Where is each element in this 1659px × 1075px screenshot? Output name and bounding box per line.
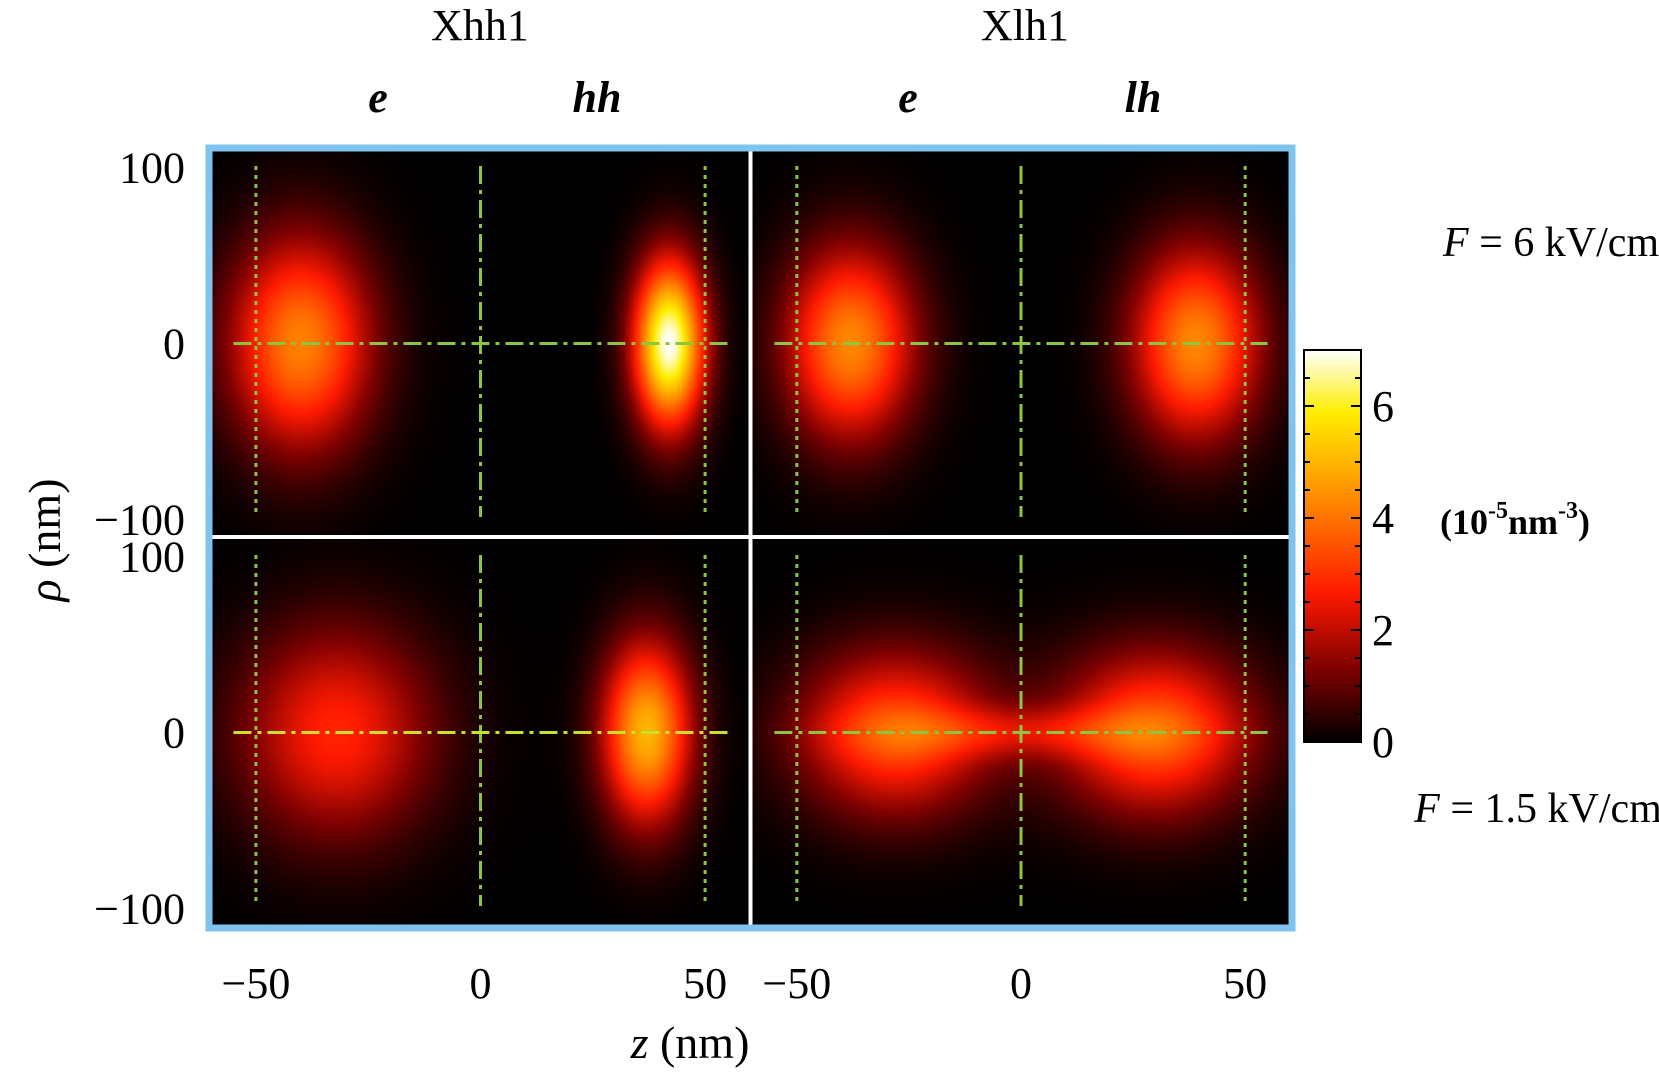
x-tick-label: 0 [1010,959,1032,1008]
field-label-1-5kv: F = 1.5 kV/cm [1413,786,1659,832]
x-tick-labels: −50 0 50 −50 0 50 [222,959,1268,1008]
colorbar-unit-label: (10-5nm-3) [1440,498,1590,542]
carrier-label-lh: lh [1125,73,1162,122]
x-tick-label: 0 [470,959,492,1008]
y-tick-label: 100 [119,533,185,582]
y-axis-label: ρ (nm) [19,478,70,603]
field-label-6kv: F = 6 kV/cm [1442,220,1659,266]
y-tick-label: 0 [163,320,185,369]
colorbar-tick-label: 2 [1372,606,1394,655]
y-tick-label: −100 [94,495,185,544]
y-tick-label: −100 [94,884,185,933]
colorbar-tick-label: 4 [1372,494,1394,543]
plot-frame [205,144,1296,932]
carrier-label-hh: hh [573,73,622,122]
carrier-label-e-right: e [898,73,918,122]
x-tick-label: 50 [683,959,727,1008]
column-title-xhh1: Xhh1 [431,1,529,50]
colorbar [1303,349,1362,743]
x-tick-label: 50 [1223,959,1267,1008]
colorbar-tick-label: 6 [1372,382,1394,431]
guide-lines [233,166,1268,906]
x-tick-label: −50 [222,959,291,1008]
carrier-label-e-left: e [368,73,388,122]
x-tick-label: −50 [762,959,831,1008]
column-title-xlh1: Xlh1 [981,1,1069,50]
colorbar-tick-label: 0 [1372,718,1394,767]
y-tick-label: 100 [119,144,185,193]
x-axis-label: z (nm) [630,1017,750,1068]
y-tick-label: 0 [163,709,185,758]
colorbar-ticks: 0 2 4 6 [1304,349,1394,767]
